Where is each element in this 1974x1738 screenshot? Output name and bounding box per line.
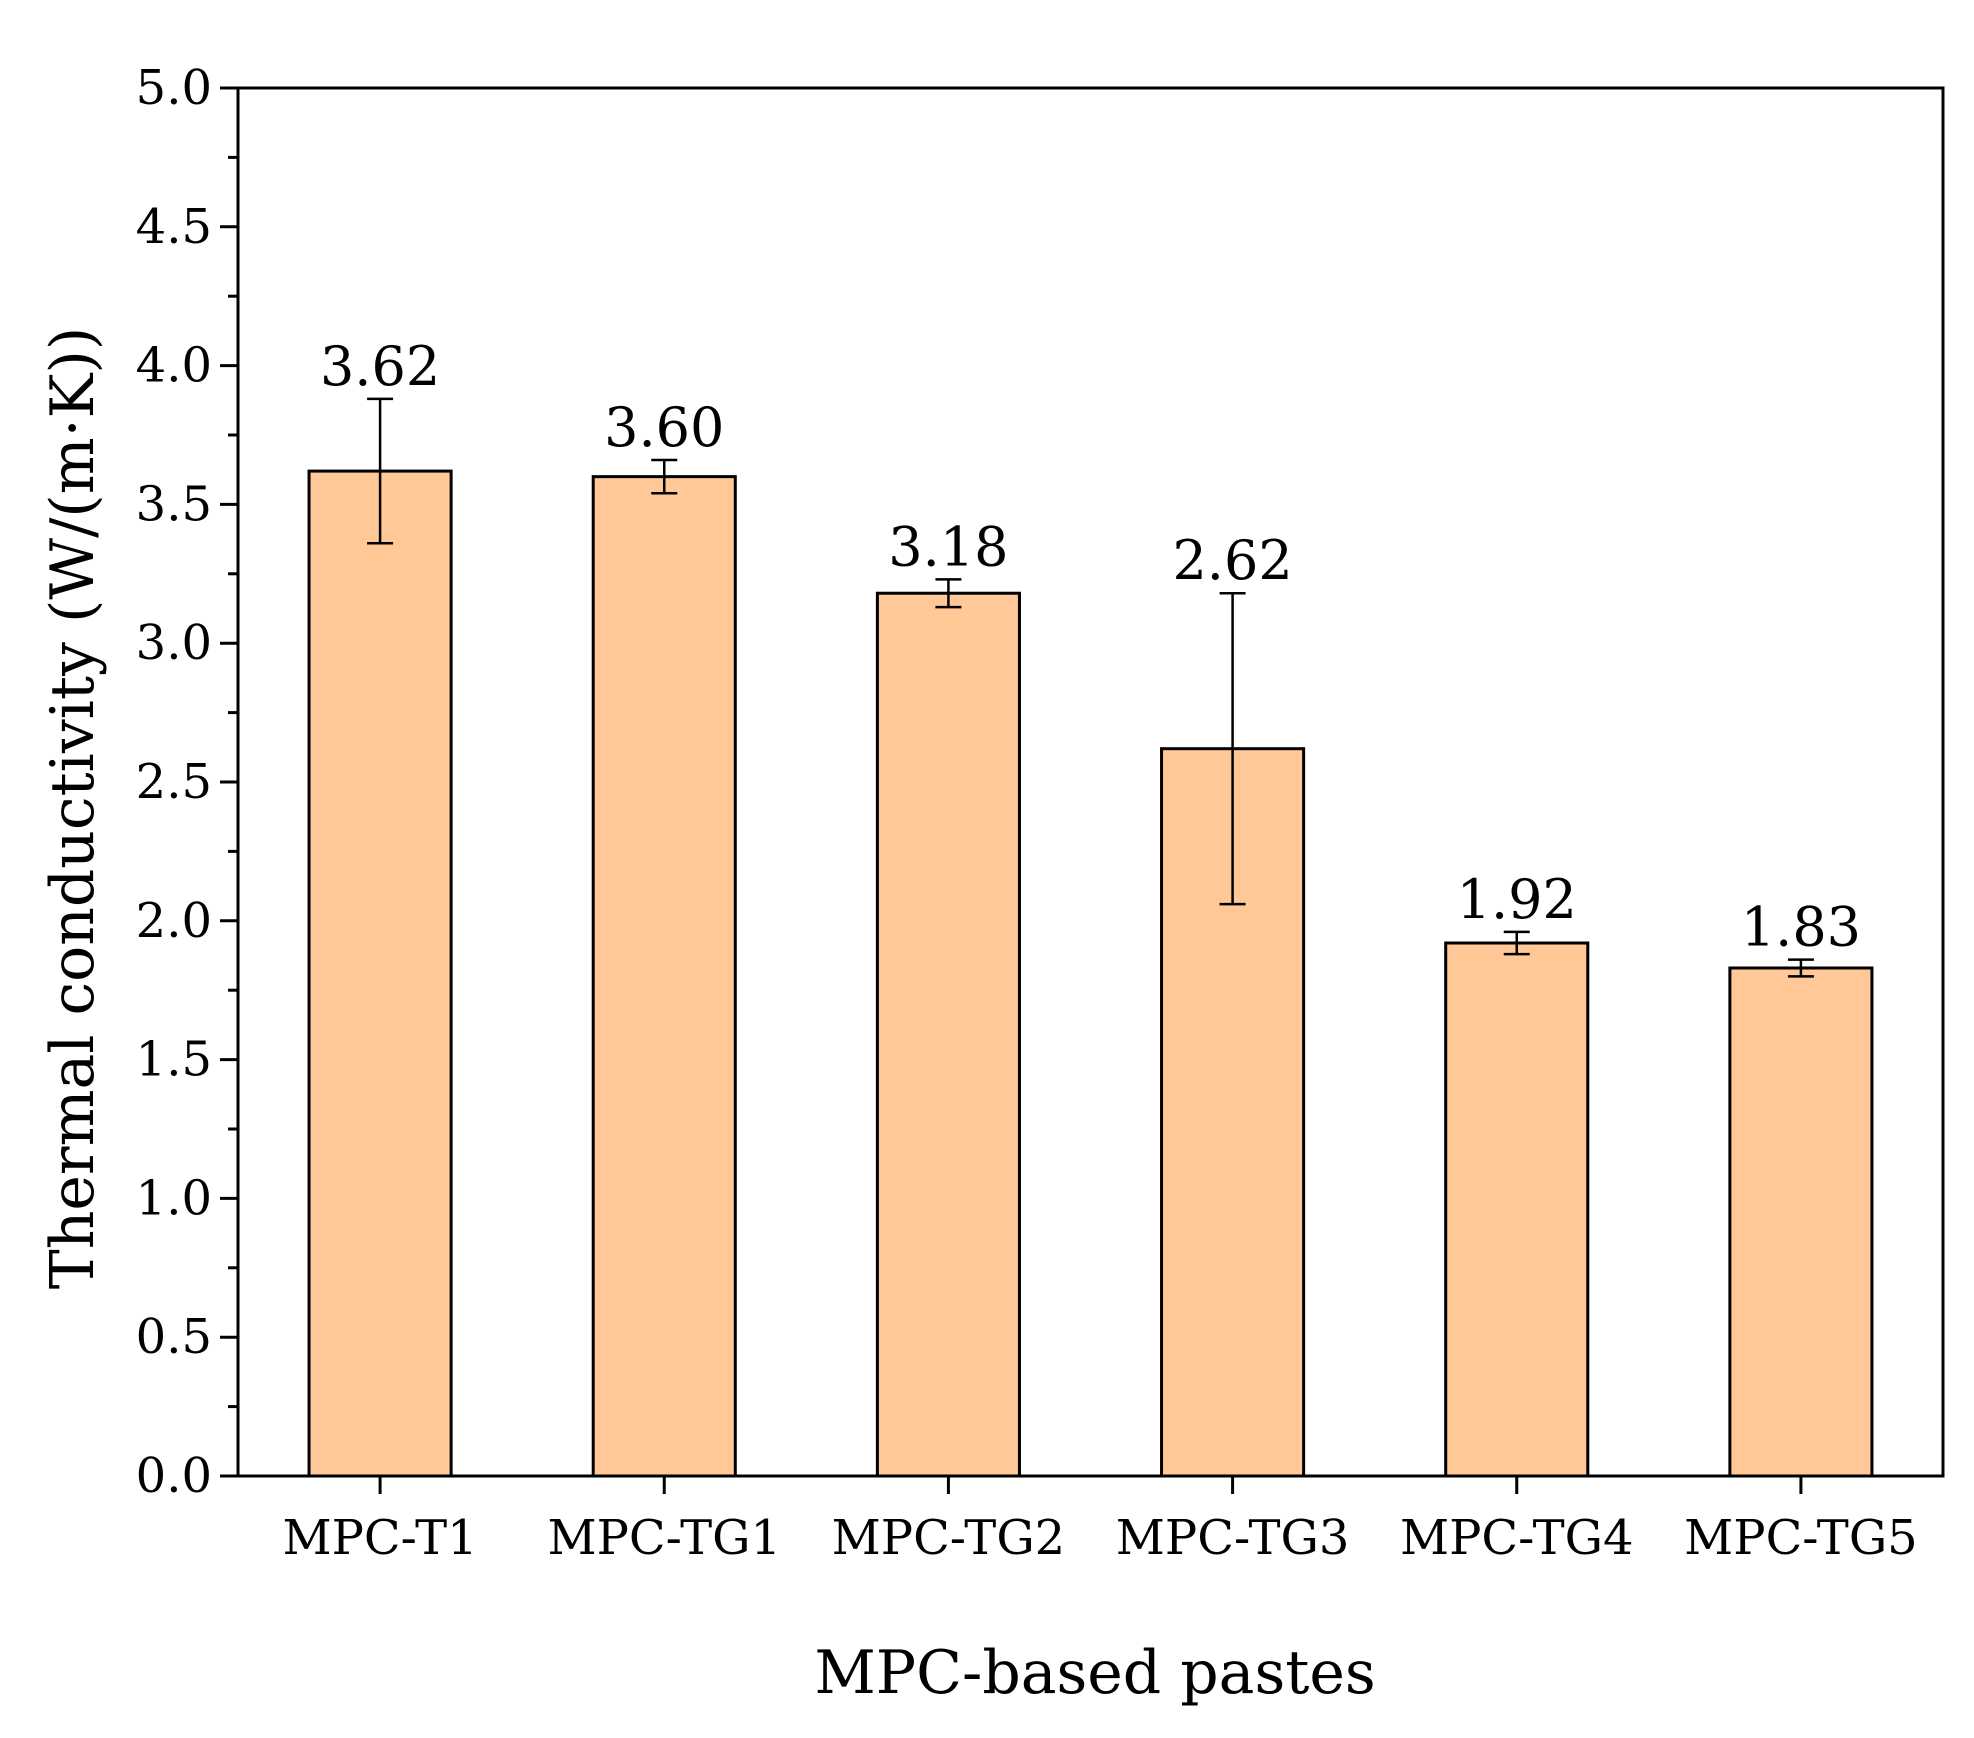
bar	[591, 475, 737, 1478]
y-tick-label: 1.5	[136, 1032, 212, 1088]
x-tick-label: MPC-TG2	[832, 1510, 1066, 1566]
y-axis: 0.0 0.5 1.0 1.5 2.0 2.5 3.0 3.5 4.0 4.5 5.0	[136, 60, 238, 1504]
x-tick-label: MPC-TG4	[1400, 1510, 1634, 1566]
y-tick-label: 4.5	[136, 199, 212, 255]
y-tick-label: 0.0	[136, 1448, 212, 1504]
x-axis: MPC-T1 MPC-TG1 MPC-TG2 MPC-TG3 MPC-TG4 MPC-TG…	[282, 1476, 1918, 1566]
data-label: 3.62	[320, 335, 440, 398]
y-tick-label: 3.5	[136, 476, 212, 532]
y-tick-label: 1.0	[136, 1170, 212, 1226]
data-label: 1.92	[1457, 868, 1577, 931]
y-tick-label: 2.5	[136, 754, 212, 810]
y-tick-label: 0.5	[136, 1309, 212, 1365]
error-bars-layer	[367, 397, 1814, 978]
x-tick-label: MPC-TG5	[1684, 1510, 1918, 1566]
data-labels-layer: 3.62 3.60 3.18 2.62 1.92 1.83	[320, 335, 1861, 959]
y-axis-title: Thermal conductivity (W/(m·K))	[38, 327, 108, 1290]
plot-frame	[236, 86, 1945, 1478]
y-tick-label: 4.0	[136, 338, 212, 394]
x-tick-label: MPC-T1	[282, 1510, 477, 1566]
data-label: 3.60	[604, 396, 724, 459]
y-tick-label: 2.0	[136, 893, 212, 949]
y-tick-label: 5.0	[136, 60, 212, 116]
y-tick-label: 3.0	[136, 615, 212, 671]
x-axis-title: MPC-based pastes	[814, 1638, 1375, 1708]
bars-layer	[307, 469, 1874, 1478]
bar	[1444, 941, 1590, 1478]
bar	[1728, 966, 1874, 1478]
x-tick-label: MPC-TG3	[1116, 1510, 1350, 1566]
data-label: 3.18	[888, 515, 1008, 578]
x-tick-label: MPC-TG1	[547, 1510, 781, 1566]
bar	[307, 469, 453, 1478]
data-label: 2.62	[1172, 529, 1292, 592]
data-label: 1.83	[1741, 896, 1861, 959]
bar	[875, 591, 1021, 1478]
